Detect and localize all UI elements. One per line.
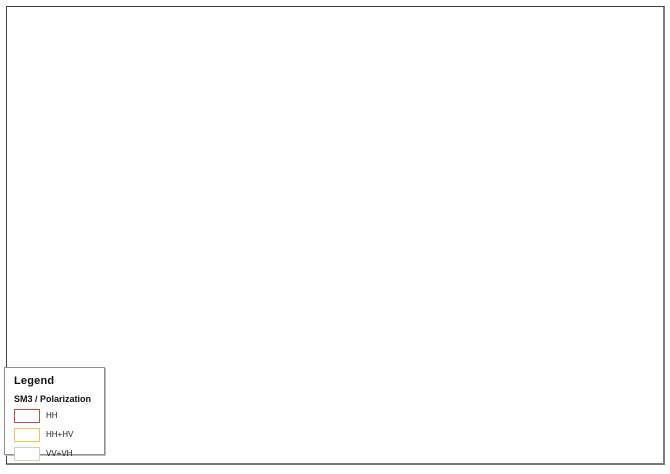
- legend-subtitle: SM3 / Polarization: [14, 394, 92, 404]
- legend-item-hhhv: HH+HV: [5, 425, 104, 444]
- vvvh-label: VV+VH: [46, 448, 73, 458]
- hh-swatch: [14, 408, 40, 423]
- hhhv-label: HH+HV: [46, 429, 74, 439]
- vvvh-swatch: [14, 446, 40, 461]
- hhhv-swatch: [14, 427, 40, 442]
- hh-label: HH: [46, 410, 58, 420]
- legend-item-vvvh: VV+VH: [5, 444, 104, 463]
- map-frame: [6, 6, 665, 465]
- legend-title: Legend: [14, 375, 55, 387]
- legend-box: Legend SM3 / Polarization HH HH+HV VV+VH: [4, 367, 105, 461]
- legend-item-hh: HH: [5, 406, 104, 425]
